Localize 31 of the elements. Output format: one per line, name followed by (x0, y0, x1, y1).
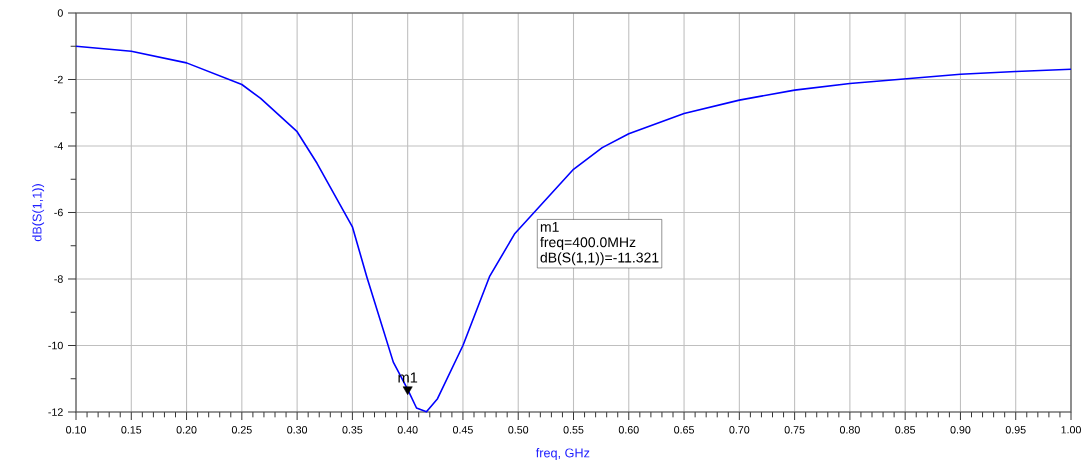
text: 0.10 (66, 426, 86, 434)
y-tick-label: -6 (54, 208, 63, 217)
x-tick-label: 0.15 (121, 426, 142, 434)
text: 0.40 (397, 426, 418, 434)
x-tick-label: 0.55 (563, 426, 584, 434)
x-tick-label: 0.85 (895, 426, 916, 434)
x-tick-label: 0.95 (1005, 426, 1026, 434)
y-tick-label: -2 (54, 75, 63, 84)
y-tick-label: -4 (54, 142, 63, 150)
y-axis-title: dB(S(1,1)) (32, 184, 45, 242)
text: 0.30 (287, 426, 308, 434)
x-axis-title: freq, GHz (535, 448, 590, 460)
text: 1.00 (1061, 426, 1081, 434)
x-tick-label: 0.45 (452, 426, 473, 434)
x-tick-label: 0.65 (674, 426, 694, 434)
text: 0.90 (950, 426, 971, 434)
annotation: freq=400.0MHz (540, 236, 636, 250)
y-tick-label: 0 (57, 9, 63, 17)
text: 0.20 (176, 426, 197, 434)
annotation: m1 (540, 222, 559, 232)
x-tick-label: 0.35 (342, 426, 363, 434)
text: 0.50 (508, 426, 529, 434)
y-tick-label: -12 (48, 408, 63, 416)
x-tick-label: 0.75 (784, 426, 805, 434)
text: 0.70 (729, 426, 750, 434)
text: 0.80 (839, 426, 860, 434)
x-tick-label: 0.25 (231, 426, 252, 434)
y-tick-label: -10 (48, 341, 63, 350)
annotation: dB(S(1,1))=-11.321 (540, 252, 659, 266)
y-tick-label: -8 (54, 275, 63, 283)
text: 0.60 (618, 426, 639, 434)
